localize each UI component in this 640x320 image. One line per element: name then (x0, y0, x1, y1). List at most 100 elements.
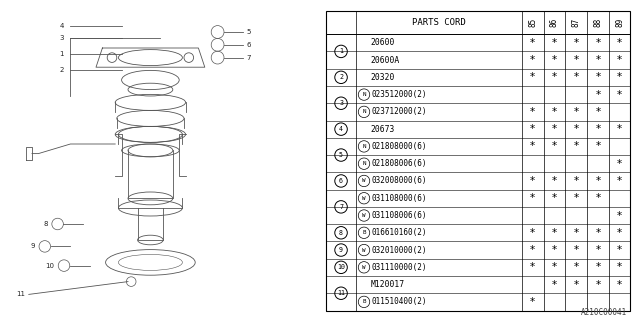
Text: 7: 7 (246, 55, 251, 60)
Text: *: * (617, 55, 622, 65)
Text: *: * (617, 211, 622, 220)
Text: *: * (552, 280, 557, 290)
Text: *: * (530, 38, 535, 48)
Text: B: B (362, 230, 365, 235)
Text: *: * (530, 245, 535, 255)
Text: 11: 11 (17, 292, 26, 297)
Text: *: * (617, 228, 622, 238)
Text: 20320: 20320 (371, 73, 395, 82)
Text: *: * (617, 159, 622, 169)
Text: *: * (595, 107, 600, 117)
Text: 8: 8 (339, 230, 343, 236)
Text: *: * (552, 176, 557, 186)
Text: *: * (530, 193, 535, 203)
Text: W: W (362, 179, 365, 183)
Text: *: * (595, 262, 600, 272)
Text: *: * (552, 55, 557, 65)
Text: 021808006(6): 021808006(6) (371, 159, 427, 168)
Text: *: * (617, 262, 622, 272)
Text: *: * (530, 107, 535, 117)
Text: 032010000(2): 032010000(2) (371, 245, 427, 254)
Text: *: * (530, 297, 535, 307)
Text: *: * (552, 141, 557, 151)
Text: 1: 1 (60, 52, 64, 57)
Text: *: * (552, 262, 557, 272)
Text: *: * (595, 141, 600, 151)
Text: 016610160(2): 016610160(2) (371, 228, 427, 237)
Text: 85: 85 (528, 18, 537, 27)
Text: *: * (552, 107, 557, 117)
Text: 4: 4 (60, 23, 64, 28)
Text: 3: 3 (60, 36, 64, 41)
Text: *: * (573, 141, 579, 151)
Text: *: * (595, 90, 600, 100)
Text: 031108000(6): 031108000(6) (371, 194, 427, 203)
Text: 87: 87 (572, 18, 580, 27)
Text: *: * (573, 124, 579, 134)
Text: 031108006(6): 031108006(6) (371, 211, 427, 220)
Text: *: * (617, 38, 622, 48)
Text: *: * (595, 280, 600, 290)
Text: 10: 10 (337, 264, 345, 270)
Text: *: * (530, 228, 535, 238)
Text: *: * (573, 280, 579, 290)
Text: *: * (595, 245, 600, 255)
Text: *: * (573, 193, 579, 203)
Text: *: * (573, 38, 579, 48)
Text: *: * (552, 245, 557, 255)
Text: *: * (573, 228, 579, 238)
Text: 031110000(2): 031110000(2) (371, 263, 427, 272)
Text: 2: 2 (60, 68, 64, 73)
Text: 8: 8 (44, 221, 48, 227)
Text: B: B (362, 300, 365, 304)
Text: W: W (362, 265, 365, 270)
Text: *: * (595, 72, 600, 82)
Text: 5: 5 (246, 29, 251, 35)
Text: 20600: 20600 (371, 38, 395, 47)
Text: 11: 11 (337, 290, 345, 296)
Text: 6: 6 (246, 42, 251, 48)
Text: 6: 6 (339, 178, 343, 184)
Text: *: * (573, 72, 579, 82)
Text: *: * (595, 228, 600, 238)
Text: W: W (362, 196, 365, 201)
Text: 021808000(6): 021808000(6) (371, 142, 427, 151)
Text: *: * (530, 72, 535, 82)
Text: M120017: M120017 (371, 280, 405, 289)
Text: *: * (530, 55, 535, 65)
Text: 9: 9 (31, 244, 35, 249)
Text: W: W (362, 248, 365, 252)
Text: W: W (362, 213, 365, 218)
Text: *: * (552, 124, 557, 134)
Text: *: * (617, 72, 622, 82)
Text: A210C00041: A210C00041 (581, 308, 627, 317)
Text: 023712000(2): 023712000(2) (371, 108, 427, 116)
Text: *: * (595, 124, 600, 134)
Text: 032008000(6): 032008000(6) (371, 176, 427, 186)
Text: *: * (595, 176, 600, 186)
Text: *: * (595, 55, 600, 65)
Text: *: * (573, 176, 579, 186)
Text: 023512000(2): 023512000(2) (371, 90, 427, 99)
Text: 86: 86 (550, 18, 559, 27)
Text: *: * (617, 90, 622, 100)
Text: 2: 2 (339, 74, 343, 80)
Text: *: * (573, 262, 579, 272)
Text: N: N (362, 92, 365, 97)
Text: 4: 4 (339, 126, 343, 132)
Text: 10: 10 (45, 263, 54, 268)
Text: 3: 3 (339, 100, 343, 106)
Text: 5: 5 (339, 152, 343, 158)
Text: *: * (552, 228, 557, 238)
Text: 20673: 20673 (371, 125, 395, 134)
Text: *: * (617, 245, 622, 255)
Text: *: * (530, 262, 535, 272)
Text: *: * (573, 55, 579, 65)
Text: *: * (552, 193, 557, 203)
Text: N: N (362, 109, 365, 114)
Text: *: * (530, 176, 535, 186)
Text: 1: 1 (339, 48, 343, 54)
Text: *: * (617, 176, 622, 186)
Text: *: * (595, 38, 600, 48)
Text: *: * (573, 107, 579, 117)
